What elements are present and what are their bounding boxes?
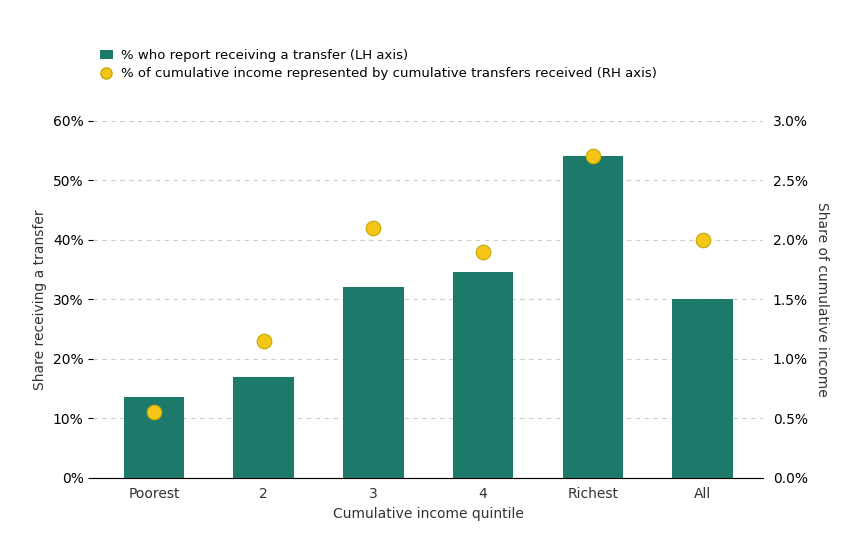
% of cumulative income represented by cumulative transfers received (RH axis) bbox=[147, 408, 160, 417]
% of cumulative income represented by cumulative transfers received (RH axis) bbox=[477, 247, 490, 256]
Bar bbox=[453, 272, 513, 478]
Bar bbox=[343, 287, 404, 478]
Bar bbox=[672, 299, 733, 478]
Y-axis label: Share of cumulative income: Share of cumulative income bbox=[815, 202, 828, 396]
X-axis label: Cumulative income quintile: Cumulative income quintile bbox=[332, 507, 524, 521]
Bar bbox=[124, 397, 184, 478]
% of cumulative income represented by cumulative transfers received (RH axis) bbox=[696, 236, 710, 244]
Bar bbox=[563, 156, 623, 478]
Y-axis label: Share receiving a transfer: Share receiving a transfer bbox=[33, 209, 47, 390]
Bar bbox=[233, 377, 293, 478]
% of cumulative income represented by cumulative transfers received (RH axis) bbox=[586, 152, 600, 161]
% of cumulative income represented by cumulative transfers received (RH axis) bbox=[257, 337, 271, 345]
Legend: % who report receiving a transfer (LH axis), % of cumulative income represented : % who report receiving a transfer (LH ax… bbox=[100, 49, 657, 80]
% of cumulative income represented by cumulative transfers received (RH axis) bbox=[366, 223, 380, 232]
